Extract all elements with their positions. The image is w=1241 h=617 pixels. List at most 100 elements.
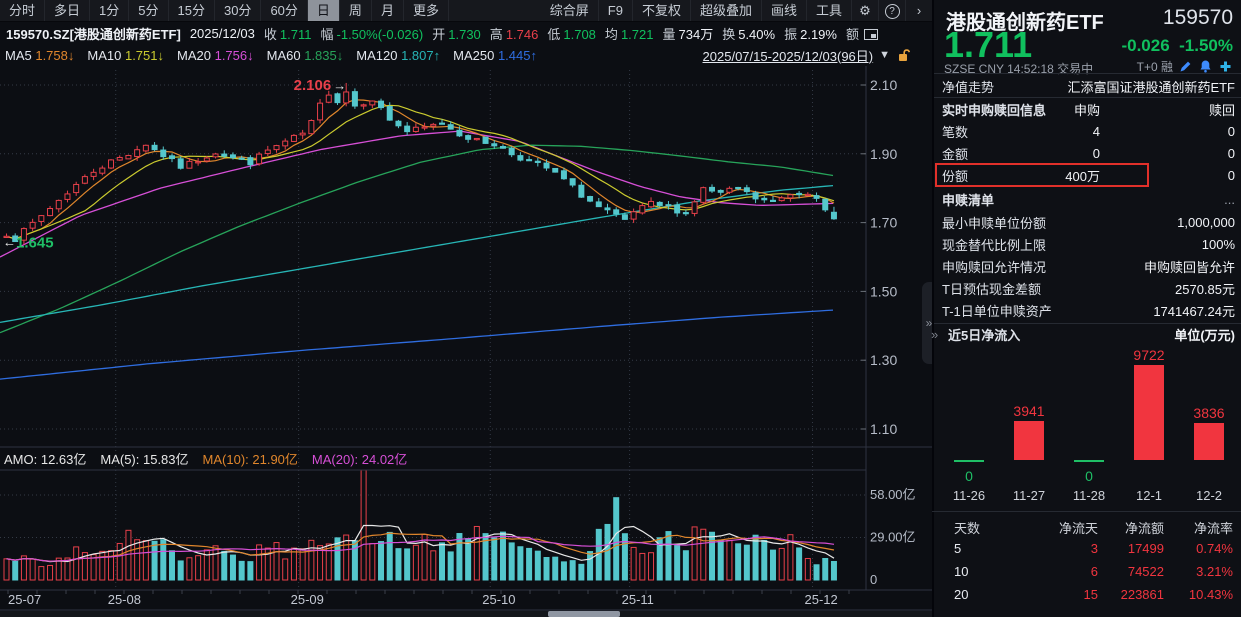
netflow-category-label: 11-26 [952, 488, 986, 503]
add-icon[interactable] [1218, 59, 1233, 74]
toolbar-period-1分[interactable]: 1分 [90, 0, 130, 21]
toolbar-period-更多[interactable]: 更多 [404, 0, 449, 21]
edit-icon[interactable] [1178, 59, 1193, 74]
toolbar-period-月[interactable]: 月 [372, 0, 404, 21]
pip-icon[interactable] [864, 28, 878, 40]
horizontal-scrollbar[interactable] [0, 611, 932, 617]
info-row-label: T-1日单位申赎资产 [942, 303, 1052, 319]
chevron-down-icon[interactable]: ▼ [879, 49, 890, 61]
quote-field-label: 换 [722, 26, 736, 42]
list-row-more[interactable]: ... [1224, 191, 1235, 207]
scrollbar-thumb[interactable] [548, 611, 620, 617]
x-axis-label-25-07: 25-07 [8, 592, 42, 607]
date-range-selector[interactable]: 2025/07/15-2025/12/03(96日) ▼ [620, 44, 911, 66]
x-axis-label-25-12: 25-12 [804, 592, 838, 607]
ma-label: MA5 [5, 47, 36, 63]
quote-field-振: 振 2.19% [784, 24, 837, 43]
ma-label: MA10 [87, 47, 125, 63]
quote-field-label: 收 [263, 26, 277, 42]
svg-text:1.10: 1.10 [870, 421, 897, 437]
toolbar-period-30分[interactable]: 30分 [215, 0, 262, 21]
netflow-zero-line [1074, 460, 1104, 462]
alert-bell-icon[interactable] [1198, 59, 1213, 74]
netflow-cell: 6 [1090, 564, 1098, 579]
toolbar-period-60分[interactable]: 60分 [261, 0, 308, 21]
netflow-category-label: 11-28 [1072, 488, 1106, 503]
market-status: SZSE CNY 14:52:18 交易中 [944, 62, 1094, 76]
quote-field-label: 开 [432, 26, 446, 42]
toolbar-period-周[interactable]: 周 [340, 0, 372, 21]
info-row-value: 2570.85元 [1175, 281, 1235, 297]
netflow-cell: 17499 [1127, 541, 1164, 556]
svg-text:2.10: 2.10 [870, 77, 897, 93]
toolbar-tool-画线[interactable]: 画线 [762, 0, 807, 21]
quote-field-value: 1.708 [563, 26, 596, 42]
quote-field-label: 量 [662, 26, 676, 42]
realtime-redeem-value: 0 [1227, 123, 1235, 139]
x-axis-label-25-09: 25-09 [290, 592, 324, 607]
trade-flags: T+0 融 [1137, 58, 1233, 75]
netflow-zero-label: 0 [965, 468, 973, 484]
svg-text:58.00亿: 58.00亿 [870, 487, 916, 502]
price-change: -0.026 -1.50% [1121, 36, 1233, 55]
quote-field-value: 5.40% [738, 26, 776, 42]
toolbar-period-15分[interactable]: 15分 [169, 0, 215, 21]
netflow-cell: 净流额 [1124, 521, 1164, 536]
toolbar-period-分时[interactable]: 分时 [0, 0, 46, 21]
info-row: T日预估现金差额 2570.85元 [934, 277, 1241, 299]
netflow-cell: 净流率 [1193, 521, 1233, 536]
toolbar-tool-工具[interactable]: 工具 [807, 0, 852, 21]
quote-bar: 159570.SZ[港股通创新药ETF] 2025/12/03 收 1.711 幅 -… [0, 22, 932, 44]
toolbar-period-日[interactable]: 日 [307, 0, 340, 21]
quote-field-label: 幅 [320, 26, 334, 42]
netflow-table-row: 5 3 17499 0.74% [932, 541, 1241, 564]
info-row-label: T日预估现金差额 [942, 281, 1041, 297]
ma-legend: MA5 1.758↓ MA10 1.751↓ MA20 1.756↓ MA60 1.8… [0, 44, 640, 66]
netflow-unit: 单位(万元) [1174, 327, 1235, 343]
ma-label: MA20 [177, 47, 215, 63]
volume-legend-item-0: AMO: 12.63亿 [4, 452, 87, 467]
chevron-right-icon[interactable]: › [916, 3, 922, 18]
realtime-row-笔数: 笔数 4 0 [934, 120, 1241, 142]
netflow-bar-chart: 0 11-26 3941 11-27 0 11-28 9722 12-1 3836 12-2 [932, 338, 1241, 512]
quote-field-收: 收 1.711 [264, 24, 312, 43]
quote-field-低: 低 1.708 [547, 24, 596, 43]
quote-fields: 收 1.711 幅 -1.50%(-0.026) 开 1.730 高 1.746 低 1.708 均… [264, 24, 878, 43]
help-icon[interactable]: ? [879, 0, 906, 21]
quote-field-换: 换 5.40% [722, 24, 775, 43]
netflow-cell: 74522 [1127, 564, 1164, 579]
netflow-header-row: » 近5日净流入 单位(万元) [931, 323, 1241, 344]
toolbar-period-5分[interactable]: 5分 [129, 0, 169, 21]
netflow-cell: 0.74% [1196, 541, 1233, 556]
instrument-code: 159570 [1162, 6, 1233, 29]
ma-label: MA120 [356, 47, 402, 63]
realtime-row-金额: 金额 0 0 [934, 142, 1241, 164]
toolbar-tool-综合屏[interactable]: 综合屏 [541, 0, 599, 21]
volume-legend-item-1: MA(5): 15.83亿 [100, 452, 189, 467]
toolbar-tool-不复权[interactable]: 不复权 [633, 0, 691, 21]
toolbar-period-多日[interactable]: 多日 [45, 0, 91, 21]
netflow-bar [1014, 421, 1044, 460]
candlestick-chart[interactable]: 2.106 → ← 1.645 2.10 1.90 1.70 1.50 1.30 1.10 58.0… [0, 0, 940, 617]
netflow-cell: 15 [1083, 587, 1098, 602]
realtime-buy-value: 0 [1092, 145, 1100, 161]
info-row: T-1日单位申赎资产 1741467.24元 [934, 299, 1241, 321]
info-row-value: 1,000,000 [1177, 214, 1235, 230]
netflow-table-row: 20 15 223861 10.43% [932, 587, 1241, 610]
netflow-category-label: 12-2 [1195, 488, 1223, 503]
realtime-header-label: 实时申购赎回信息 [942, 102, 1047, 118]
netflow-table-header: 天数 净流天 净流额 净流率 [932, 518, 1241, 541]
svg-text:←: ← [3, 235, 16, 250]
chevrons-icon[interactable]: » [931, 326, 939, 342]
list-row: 申赎清单... [934, 188, 1241, 210]
toolbar-tool-超级叠加[interactable]: 超级叠加 [691, 0, 762, 21]
netflow-value-label: 3836 [1193, 405, 1225, 421]
unlock-icon[interactable] [896, 48, 911, 63]
date-range-text[interactable]: 2025/07/15-2025/12/03(96日) [702, 48, 874, 64]
gear-icon[interactable]: ⚙ [852, 0, 879, 21]
realtime-redeem-value: 0 [1227, 167, 1235, 183]
toolbar-tool-F9[interactable]: F9 [599, 0, 633, 21]
instrument-name: 港股通创新药ETF [946, 12, 1104, 34]
ma-value: 1.756↓ [214, 47, 254, 63]
